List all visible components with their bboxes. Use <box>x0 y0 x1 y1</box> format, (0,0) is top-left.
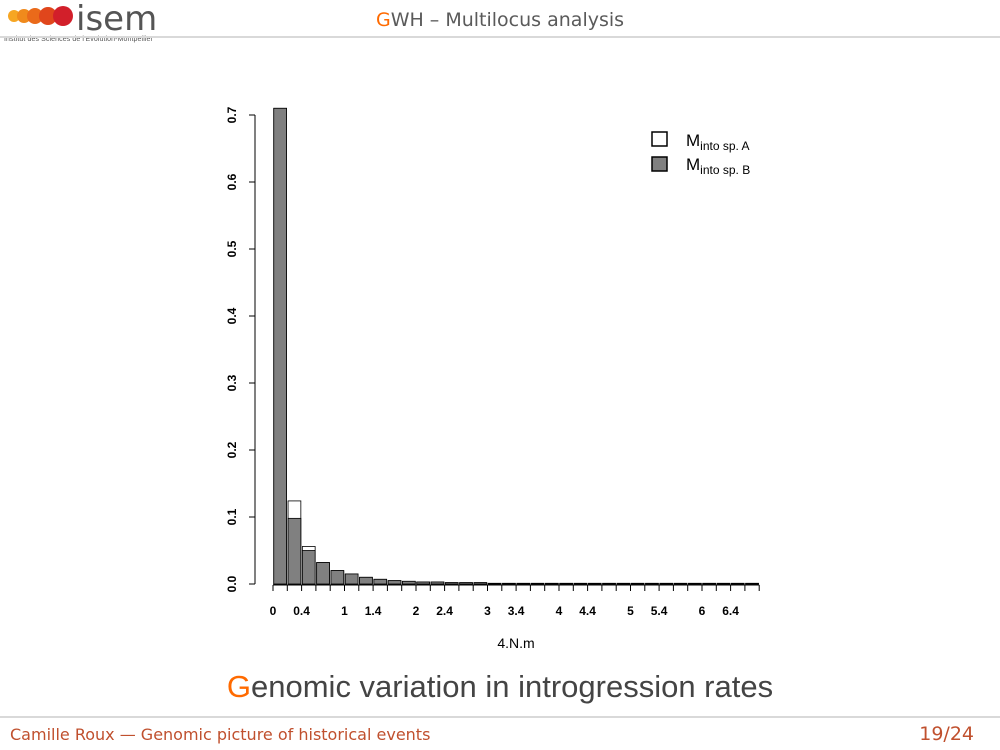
logo-circles-icon <box>8 6 73 26</box>
x-tick-label-1: 0.4 <box>293 604 310 618</box>
bar-series-b-23 <box>602 582 616 585</box>
footer-divider <box>0 716 1000 718</box>
slide-caption: Genomic variation in introgression rates <box>0 669 1000 705</box>
bar-series-b-2 <box>301 550 316 585</box>
slide-title-rest: WH – Multilocus analysis <box>390 9 625 31</box>
bar-series-b-18 <box>530 582 545 585</box>
isem-logo: isem <box>8 0 157 39</box>
bar-series-b-29 <box>688 582 702 585</box>
bar-series-b-1 <box>287 517 302 585</box>
bar-series-b-4 <box>330 570 345 585</box>
logo-text: isem <box>76 0 157 39</box>
bar-series-b-32 <box>730 582 745 585</box>
bar-series-b-22 <box>587 582 602 585</box>
bars-group <box>273 107 759 585</box>
legend: Minto sp. A Minto sp. B <box>651 131 750 177</box>
bar-series-b-19 <box>545 582 559 585</box>
slide-header: isem Institut des Sciences de l'Evolutio… <box>0 0 1000 46</box>
bar-series-b-11 <box>430 581 445 585</box>
bar-series-b-8 <box>387 580 402 585</box>
bar-series-b-13 <box>459 582 473 585</box>
bar-series-b-6 <box>359 576 373 585</box>
bar-series-b-30 <box>702 582 716 585</box>
y-tick-label-5: 0.5 <box>225 240 239 257</box>
x-axis-label: 4.N.m <box>497 635 534 651</box>
logo-caption: Institut des Sciences de l'Evolution-Mon… <box>4 36 153 43</box>
y-tick-label-0: 0.0 <box>225 575 239 592</box>
x-tick-label-8: 4 <box>556 604 563 618</box>
page-number: 19/24 <box>919 723 974 745</box>
bar-series-b-3 <box>316 562 330 585</box>
y-tick-label-1: 0.1 <box>225 508 239 525</box>
bar-series-b-12 <box>444 582 459 585</box>
x-tick-label-10: 5 <box>627 604 634 618</box>
x-tick-label-7: 3.4 <box>508 604 525 618</box>
footer-author-title: Camille Roux — Genomic picture of histor… <box>10 725 431 744</box>
y-tick-label-2: 0.2 <box>225 441 239 458</box>
x-tick-label-4: 2 <box>413 604 420 618</box>
y-axis: 0.0 0.1 0.2 0.3 0.4 0.5 0.6 0.7 <box>225 106 256 592</box>
x-tick-label-2: 1 <box>341 604 348 618</box>
caption-rest: enomic variation in introgression rates <box>251 669 774 704</box>
x-tick-label-5: 2.4 <box>436 604 453 618</box>
slide-title: GWH – Multilocus analysis <box>0 9 1000 31</box>
x-tick-label-0: 0 <box>270 604 277 618</box>
bar-series-b-28 <box>673 582 688 585</box>
legend-label-b: Minto sp. B <box>686 155 750 177</box>
bar-series-b-14 <box>473 582 488 585</box>
bar-series-b-16 <box>502 582 516 585</box>
legend-swatch-a <box>651 131 668 147</box>
x-tick-label-13: 6.4 <box>722 604 739 618</box>
bar-series-b-9 <box>402 580 416 585</box>
histogram-chart: 0.0 0.1 0.2 0.3 0.4 0.5 0.6 0.7 0 0.4 1 1.4 2 2.4 3 3.… <box>225 106 760 651</box>
x-tick-label-12: 6 <box>699 604 706 618</box>
bar-series-b-25 <box>630 582 645 585</box>
bar-series-b-7 <box>373 578 388 585</box>
bar-series-b-31 <box>716 582 731 585</box>
bar-series-b-20 <box>559 582 573 585</box>
x-axis: 0 0.4 1 1.4 2 2.4 3 3.4 4 4.4 5 5.4 6 6.4 <box>270 584 760 618</box>
bar-series-b-0 <box>273 107 287 585</box>
y-tick-label-4: 0.4 <box>225 307 239 324</box>
x-tick-label-9: 4.4 <box>579 604 596 618</box>
bar-series-b-21 <box>573 582 588 585</box>
bar-series-b-26 <box>645 582 659 585</box>
legend-main-b: M <box>686 155 700 174</box>
legend-label-a: Minto sp. A <box>686 131 750 153</box>
y-tick-label-6: 0.6 <box>225 173 239 190</box>
legend-sub-a: into sp. A <box>700 139 749 153</box>
bar-series-b-27 <box>659 582 674 585</box>
bar-series-b-15 <box>487 582 502 585</box>
legend-sub-b: into sp. B <box>700 163 750 177</box>
bar-series-b-24 <box>616 582 631 585</box>
slide-title-initial: G <box>375 9 391 31</box>
caption-initial: G <box>226 669 252 704</box>
bar-series-b-10 <box>416 581 430 585</box>
legend-swatch-b <box>651 156 668 172</box>
legend-main-a: M <box>686 131 700 150</box>
y-tick-label-3: 0.3 <box>225 374 239 391</box>
y-tick-label-7: 0.7 <box>225 106 239 123</box>
bar-series-b-17 <box>516 582 531 585</box>
header-divider <box>0 36 1000 38</box>
bar-series-b-5 <box>344 573 359 585</box>
x-tick-label-6: 3 <box>484 604 491 618</box>
x-tick-label-11: 5.4 <box>651 604 668 618</box>
bar-series-b-33 <box>745 582 759 585</box>
x-tick-label-3: 1.4 <box>365 604 382 618</box>
